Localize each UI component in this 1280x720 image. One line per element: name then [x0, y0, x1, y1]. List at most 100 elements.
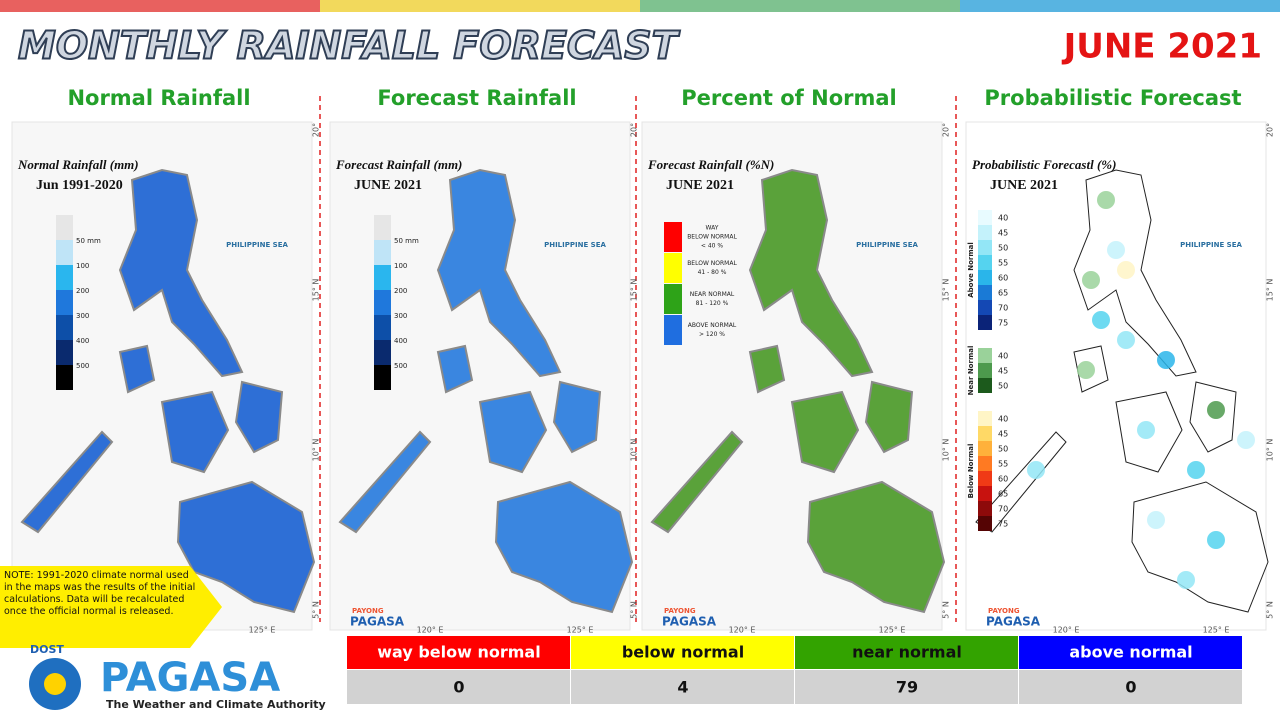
legend-label: NEAR NORMAL	[690, 291, 735, 298]
latitude-label: 5° N	[942, 601, 951, 619]
legend-label: 200	[394, 287, 407, 295]
table-cell	[571, 670, 794, 704]
island	[20, 430, 114, 534]
legend-label: WAY	[706, 225, 719, 232]
legend-swatch	[374, 265, 391, 290]
logo-name: PAGASA	[100, 655, 280, 701]
island	[494, 480, 634, 614]
map-title: Forecast Rainfall (mm)	[335, 157, 462, 172]
latitude-label: 20°	[942, 123, 951, 137]
probability-dot	[1237, 431, 1255, 449]
sea-label: PHILIPPINE SEA	[226, 241, 288, 249]
latitude-label: 20°	[1266, 123, 1275, 137]
sea-label: PHILIPPINE SEA	[544, 241, 606, 249]
map-title: Probabilistic Forecastl (%)	[972, 157, 1116, 172]
table-cell	[795, 670, 1018, 704]
note: NOTE: 1991-2020 climate normal used in t…	[4, 570, 196, 617]
latitude-label: 5° N	[1266, 601, 1275, 619]
legend-swatch	[978, 471, 992, 486]
longitude-label: 125° E	[249, 626, 276, 635]
forecast-date: JUNE 2021	[1062, 27, 1262, 67]
latitude-label: 10° N	[1266, 439, 1275, 462]
legend-swatch	[978, 270, 992, 285]
legend-label: < 40 %	[701, 243, 723, 250]
legend-swatch	[978, 378, 992, 393]
legend-label: 100	[76, 262, 89, 270]
legend-swatch	[978, 255, 992, 270]
map-logo-payong: PAYONG	[352, 607, 384, 615]
probability-dot	[1092, 311, 1110, 329]
map-title: Forecast Rainfall (%N)	[647, 157, 774, 172]
map-logo-payong: PAYONG	[664, 607, 696, 615]
legend-swatch	[978, 411, 992, 426]
island	[118, 168, 244, 378]
slide-title: MONTHLY RAINFALL FORECAST	[18, 24, 681, 68]
map-logo-name: PAGASA	[986, 615, 1041, 629]
legend-swatch	[978, 486, 992, 501]
legend-swatch	[664, 315, 682, 345]
logo-tagline: The Weather and Climate Authority	[106, 698, 326, 711]
legend-label: 75	[998, 520, 1008, 529]
panel-title: Normal Rainfall	[67, 86, 250, 110]
table-header: below normal	[622, 643, 744, 662]
station-count: 4	[677, 678, 688, 697]
legend-label: 500	[394, 362, 407, 370]
legend-swatch	[978, 426, 992, 441]
legend-swatch	[374, 340, 391, 365]
legend-label: 81 - 120 %	[696, 300, 729, 307]
probability-dot	[1117, 331, 1135, 349]
longitude-label: 125° E	[1203, 626, 1230, 635]
probability-dot	[1157, 351, 1175, 369]
probability-dot	[1107, 241, 1125, 259]
legend-label: 400	[76, 337, 89, 345]
legend-label: 70	[998, 505, 1008, 514]
map	[975, 169, 1269, 613]
island	[338, 430, 432, 534]
legend-swatch	[664, 222, 682, 252]
probability-dot	[1177, 571, 1195, 589]
legend-label: 300	[76, 312, 89, 320]
map-title: Normal Rainfall (mm)	[17, 157, 139, 172]
map	[338, 168, 634, 614]
legend-label: 65	[998, 490, 1008, 499]
legend-label: 50	[998, 445, 1008, 454]
latitude-label: 15° N	[312, 279, 321, 302]
island	[118, 344, 156, 394]
legend-label: 60	[998, 274, 1008, 283]
map-period: JUNE 2021	[990, 178, 1058, 193]
island	[1131, 481, 1269, 613]
island	[552, 380, 602, 454]
legend-swatch	[56, 365, 73, 390]
legend-label: BELOW NORMAL	[687, 260, 737, 267]
legend-swatch	[978, 225, 992, 240]
latitude-label: 5° N	[630, 601, 639, 619]
legend-swatch	[978, 501, 992, 516]
longitude-label: 120° E	[417, 626, 444, 635]
latitude-label: 15° N	[630, 279, 639, 302]
legend-label: 45	[998, 367, 1008, 376]
legend-label: 55	[998, 259, 1008, 268]
legend-label: 60	[998, 475, 1008, 484]
legend-swatch	[978, 516, 992, 531]
probability-dot	[1137, 421, 1155, 439]
legend-swatch	[978, 285, 992, 300]
legend-swatch	[664, 284, 682, 314]
probability-dot	[1147, 511, 1165, 529]
legend-group-label: Above Normal	[967, 242, 975, 298]
table-header-cell	[1019, 636, 1242, 669]
logo-dost: DOST	[30, 643, 64, 656]
top-band	[320, 0, 640, 12]
latitude-label: 15° N	[1266, 279, 1275, 302]
map-period: JUNE 2021	[354, 178, 422, 193]
island	[748, 168, 874, 378]
station-count: 0	[1125, 678, 1136, 697]
island	[1073, 169, 1197, 377]
legend-group-label: Below Normal	[967, 444, 975, 499]
island	[650, 430, 744, 534]
probability-dot	[1207, 531, 1225, 549]
legend-label: 40	[998, 214, 1008, 223]
legend-label: 50	[998, 382, 1008, 391]
legend-swatch	[374, 215, 391, 240]
legend-label: 50 mm	[394, 237, 419, 245]
